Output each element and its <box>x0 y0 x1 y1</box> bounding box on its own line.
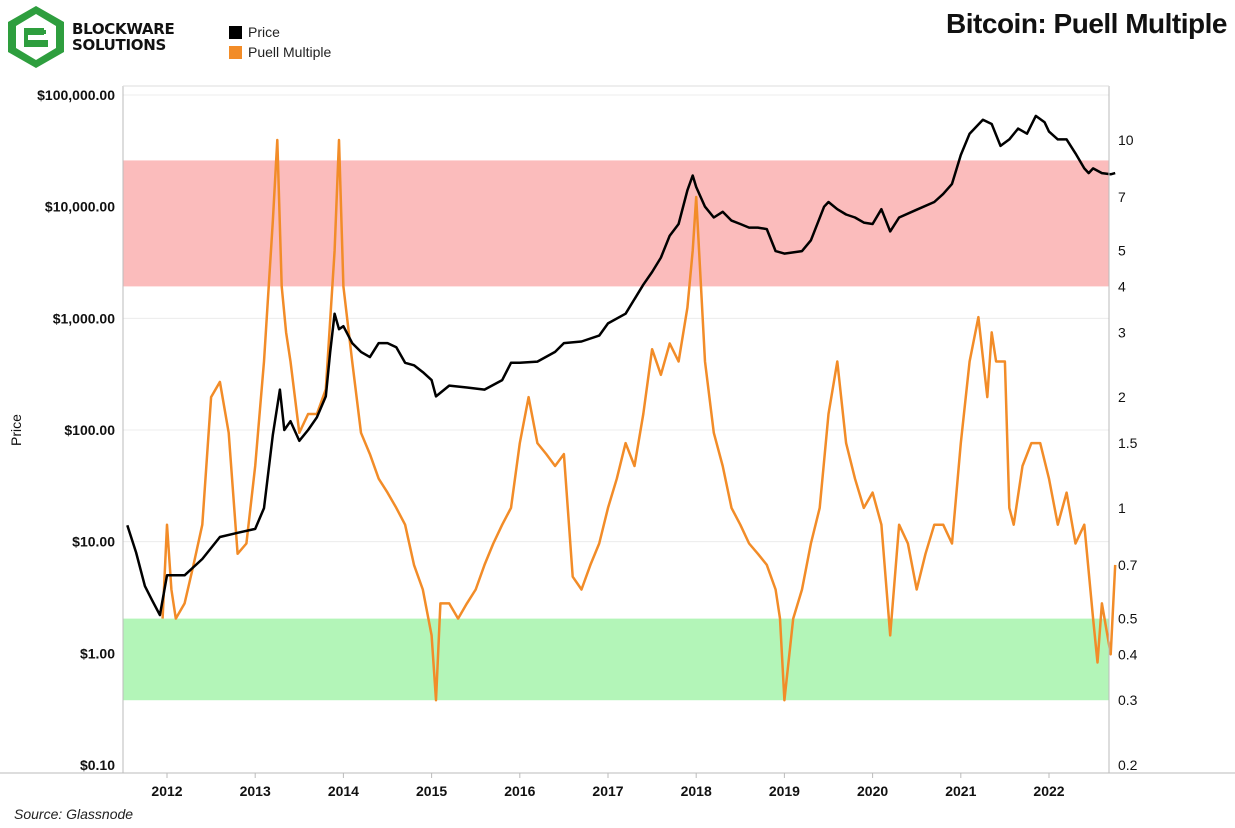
x-tick-label: 2012 <box>151 783 182 799</box>
plot-frame <box>0 85 1235 774</box>
y-left-tick-label: $100.00 <box>64 422 115 438</box>
y-right-tick-label: 10 <box>1118 132 1134 148</box>
x-tick-label: 2019 <box>769 783 800 799</box>
series-line-puell-multiple <box>161 138 1117 702</box>
logo-icon <box>8 6 64 68</box>
y-right-tick-label: 0.7 <box>1118 557 1138 573</box>
y-left-tick-label: $100,000.00 <box>37 87 115 103</box>
y-left-tick-label: $0.10 <box>80 757 115 773</box>
legend-label-puell: Puell Multiple <box>248 44 332 60</box>
right-axis-ticks: 0.2 0.3 0.4 0.5 0.7 1 1.5 2 3 4 5 7 10 <box>1118 132 1138 773</box>
y-right-tick-label: 1.5 <box>1118 435 1138 451</box>
x-tick-label: 2020 <box>857 783 888 799</box>
legend-swatch-price <box>229 25 242 39</box>
legend-item-price: Price <box>229 22 331 42</box>
band-undervalued <box>123 618 1109 701</box>
legend-item-puell: Puell Multiple <box>229 42 331 62</box>
brand-line-2: SOLUTIONS <box>72 36 166 54</box>
series-lines <box>126 114 1117 702</box>
x-tick-label: 2017 <box>592 783 623 799</box>
x-tick-label: 2018 <box>681 783 712 799</box>
y-right-tick-label: 0.4 <box>1118 646 1138 662</box>
y-right-tick-label: 0.5 <box>1118 611 1138 627</box>
y-left-tick-label: $1,000.00 <box>53 310 115 326</box>
y-left-tick-label: $1.00 <box>80 645 115 661</box>
valuation-bands <box>123 160 1109 701</box>
y-right-tick-label: 3 <box>1118 324 1126 340</box>
source-note: Source: Glassnode <box>14 806 134 822</box>
y-right-tick-label: 0.2 <box>1118 757 1138 773</box>
series-line-price <box>126 114 1116 617</box>
x-tick-label: 2013 <box>240 783 271 799</box>
y-right-tick-label: 5 <box>1118 243 1126 259</box>
x-tick-label: 2016 <box>504 783 535 799</box>
legend-label-price: Price <box>248 24 280 40</box>
legend-swatch-puell <box>229 45 242 59</box>
y-right-tick-label: 7 <box>1118 189 1126 205</box>
y-right-tick-label: 1 <box>1118 500 1126 516</box>
x-axis-ticks: 2012 2013 2014 2015 2016 2017 2018 2019 2020 2021… <box>151 773 1065 799</box>
chart-title: Bitcoin: Puell Multiple <box>946 8 1227 39</box>
y-axis-label: Price <box>8 414 24 446</box>
brand-logo: BLOCKWARE SOLUTIONS <box>6 4 176 70</box>
y-right-tick-label: 4 <box>1118 278 1126 294</box>
y-left-tick-label: $10,000.00 <box>45 199 115 215</box>
brand-line-1: BLOCKWARE <box>72 20 175 38</box>
y-right-tick-label: 2 <box>1118 389 1126 405</box>
left-axis-ticks: $0.10 $1.00 $10.00 $100.00 $1,000.00 $10,000.… <box>37 87 115 773</box>
x-tick-label: 2022 <box>1033 783 1064 799</box>
chart-legend: Price Puell Multiple <box>229 22 331 62</box>
x-tick-label: 2015 <box>416 783 447 799</box>
band-overvalued <box>123 160 1109 287</box>
y-right-tick-label: 0.3 <box>1118 692 1138 708</box>
y-left-tick-label: $10.00 <box>72 534 115 550</box>
x-tick-label: 2021 <box>945 783 976 799</box>
x-tick-label: 2014 <box>328 783 359 799</box>
